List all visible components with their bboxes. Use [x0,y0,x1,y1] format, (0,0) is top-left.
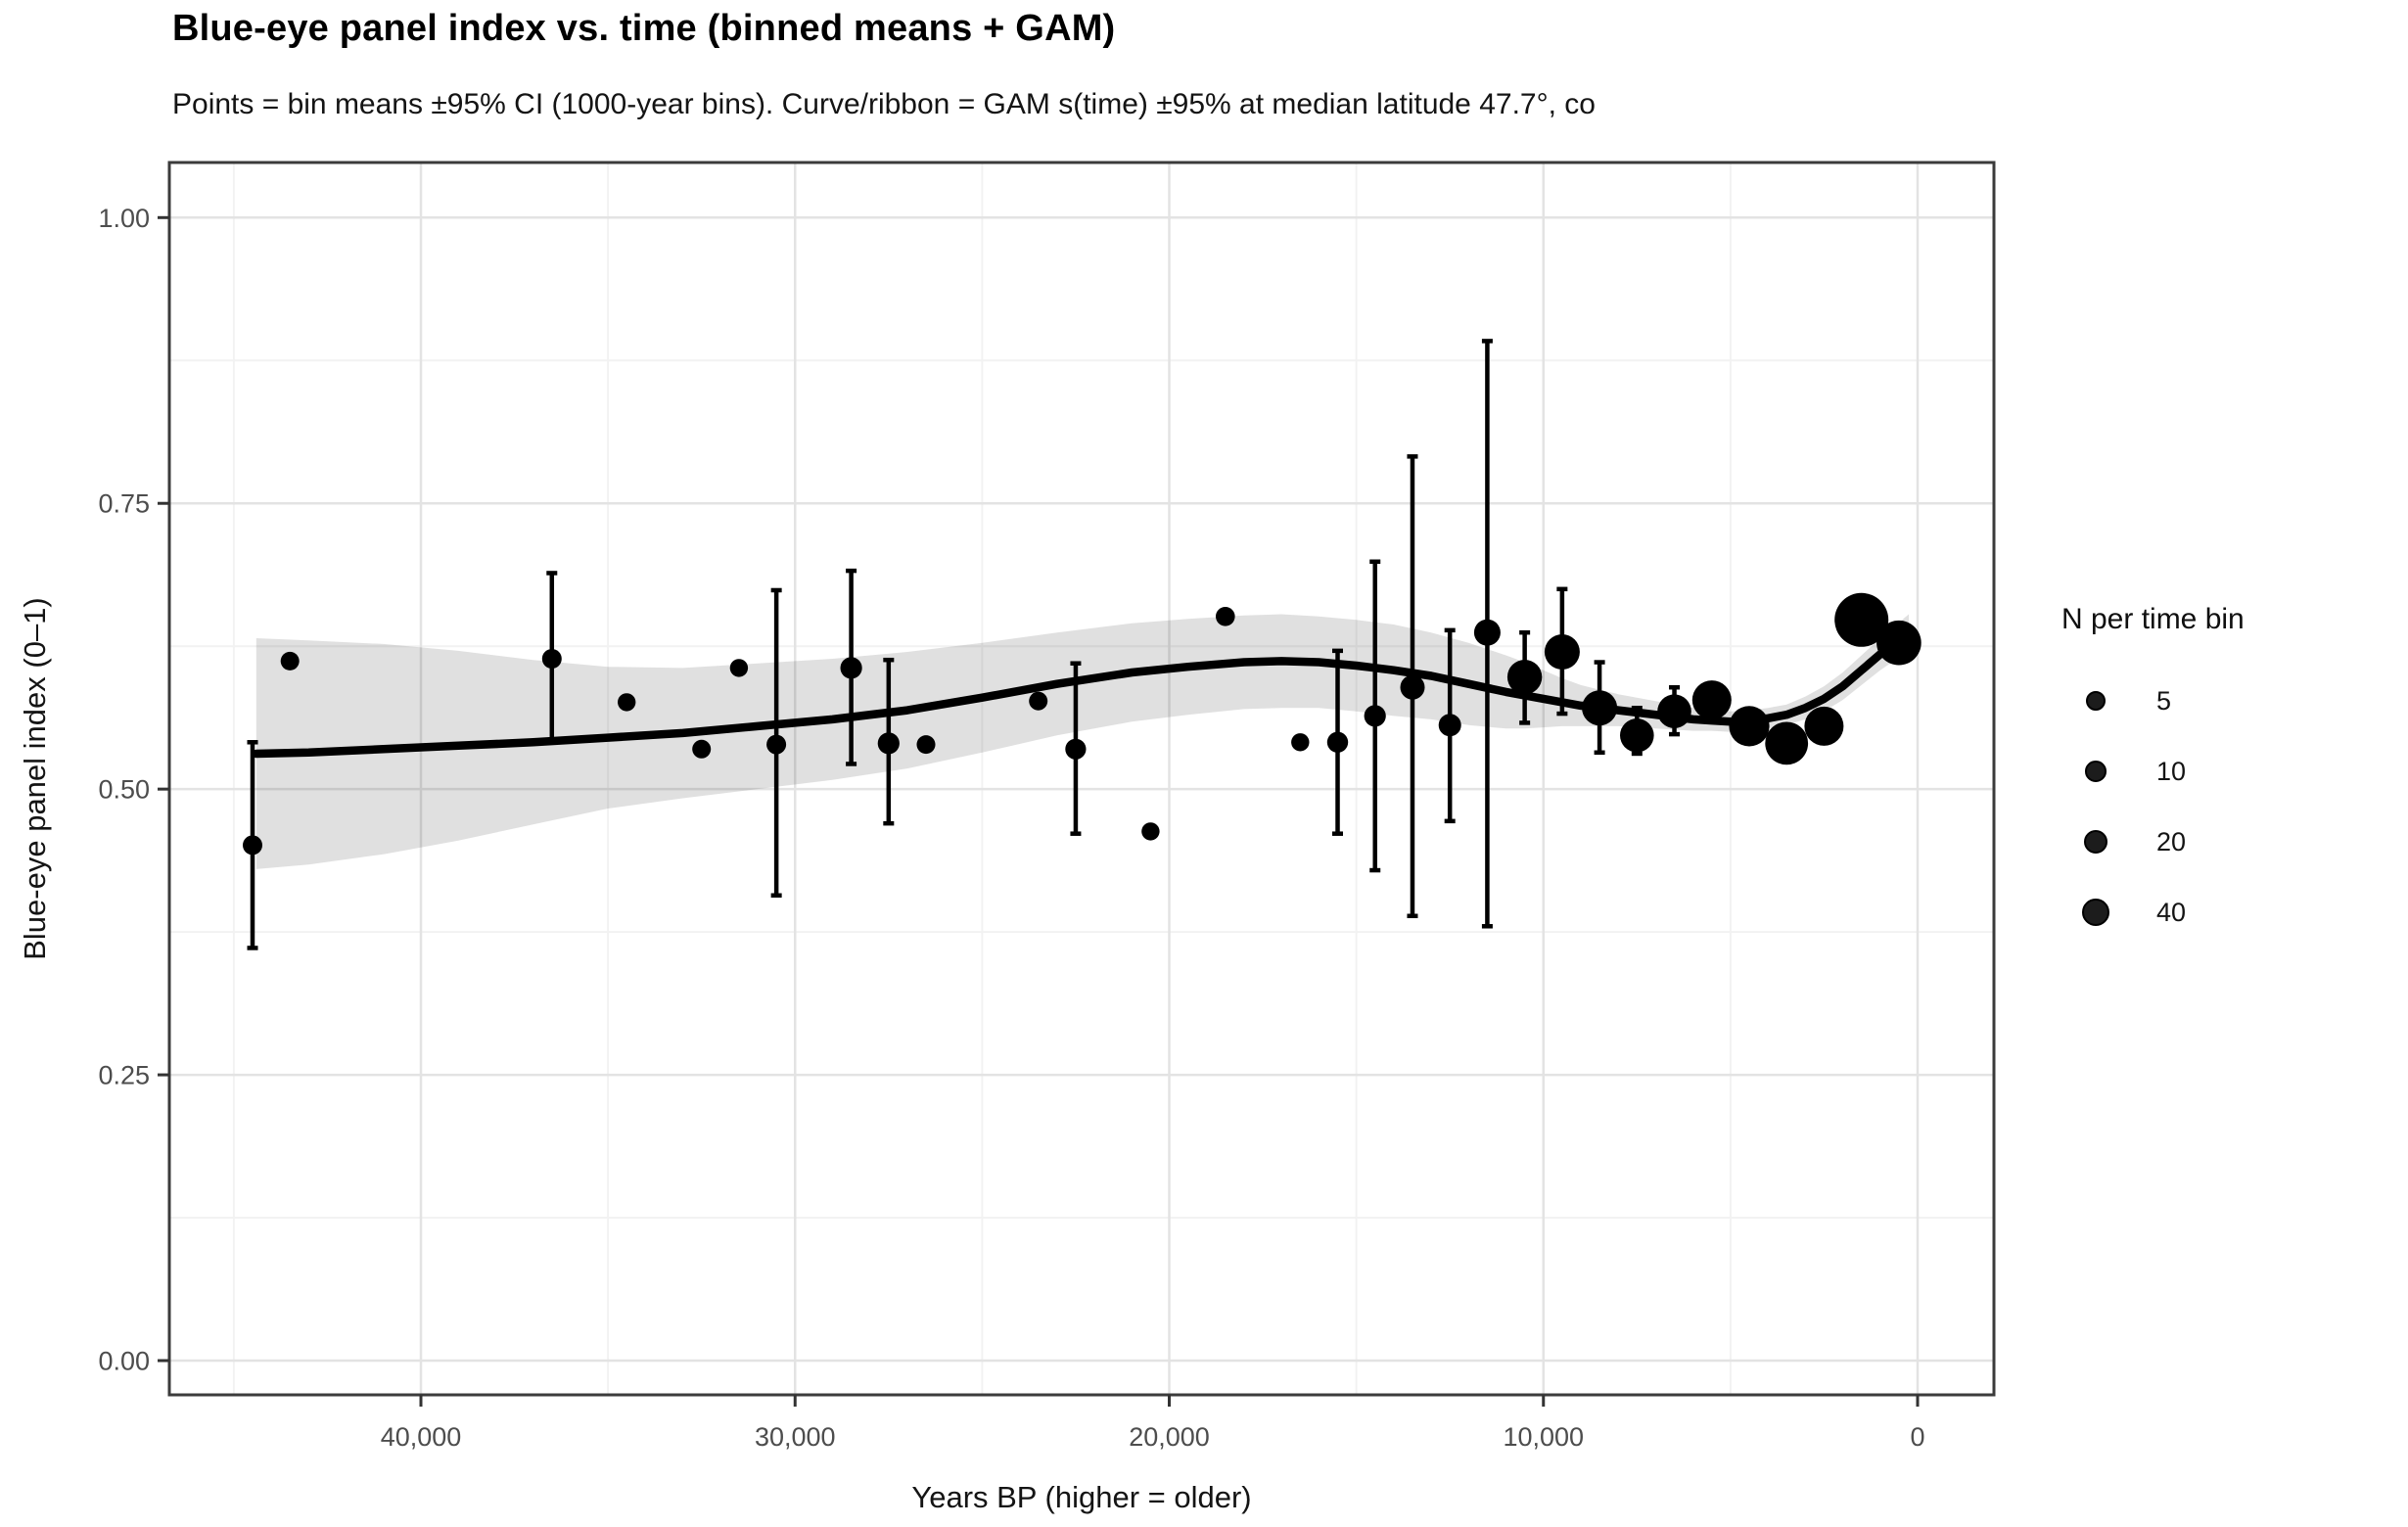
data-point [1876,620,1922,666]
size-dot-icon [2082,899,2109,926]
data-point [618,693,636,712]
legend-key [2061,899,2130,926]
data-point [243,835,262,856]
gam-curve [252,627,1914,759]
data-point [766,734,787,755]
data-point [1544,634,1580,670]
legend-title: N per time bin [2061,603,2245,635]
data-point [1804,706,1844,746]
data-point [280,651,300,671]
legend-key [2061,691,2130,711]
legend-item-label: 40 [2156,897,2187,927]
data-point [541,649,562,669]
x-tick-label: 40,000 [381,1422,462,1452]
chart-title: Blue-eye panel index vs. time (binned me… [172,8,1116,49]
y-tick-label: 0.50 [98,775,150,805]
data-point [1326,731,1349,753]
data-point [916,735,936,755]
x-axis: 40,000 30,000 20,000 10,000 0 [381,1395,1925,1452]
data-point [1364,705,1386,727]
y-axis: 1.00 0.75 0.50 0.25 0.00 [98,204,169,1375]
size-dot-icon [2086,691,2106,711]
gam-confidence-ribbon [255,614,1909,869]
legend-item: 20 [2061,807,2404,877]
data-point [729,659,749,677]
plot-panel [169,162,1994,1395]
legend-item-label: 10 [2156,756,2187,786]
data-point [1620,718,1654,753]
data-point [1216,607,1235,626]
y-tick-label: 0.25 [98,1061,150,1090]
legend-item: 5 [2061,666,2404,736]
data-point [1400,674,1425,700]
size-dot-icon [2085,761,2107,782]
data-point [1473,619,1501,646]
y-tick-label: 1.00 [98,204,150,233]
data-point [1729,706,1770,747]
size-dot-icon [2083,829,2108,855]
data-point [692,739,712,759]
x-axis-title: Years BP (higher = older) [911,1480,1251,1514]
data-point [1141,822,1160,841]
data-point [1765,721,1809,765]
data-point [1029,691,1048,711]
legend-key [2061,761,2130,782]
gridlines [169,162,1994,1395]
data-point [1291,733,1310,752]
chart-subtitle: Points = bin means ±95% CI (1000-year bi… [172,88,1596,120]
data-point [1438,714,1461,737]
x-tick-label: 10,000 [1503,1422,1584,1452]
x-tick-label: 20,000 [1129,1422,1210,1452]
panel-border [167,161,1996,1397]
data-point [1657,694,1691,728]
data-point [1506,660,1543,695]
y-axis-title: Blue-eye panel index (0–1) [18,597,52,960]
y-tick-label: 0.75 [98,489,150,519]
size-legend: N per time bin 5 10 20 40 [2061,603,2404,948]
data-point [1691,680,1732,720]
data-point [1582,690,1618,726]
legend-item: 40 [2061,877,2404,948]
data-point [877,732,900,755]
legend-item-label: 5 [2156,685,2172,716]
legend-item-label: 20 [2156,826,2187,856]
legend-key [2061,829,2130,855]
legend-item: 10 [2061,736,2404,807]
x-tick-label: 30,000 [755,1422,836,1452]
data-point [1834,592,1889,647]
data-point [1065,738,1087,760]
data-point [840,657,862,679]
data-points [243,592,1922,856]
x-tick-label: 0 [1910,1422,1924,1452]
y-tick-label: 0.00 [98,1346,150,1375]
